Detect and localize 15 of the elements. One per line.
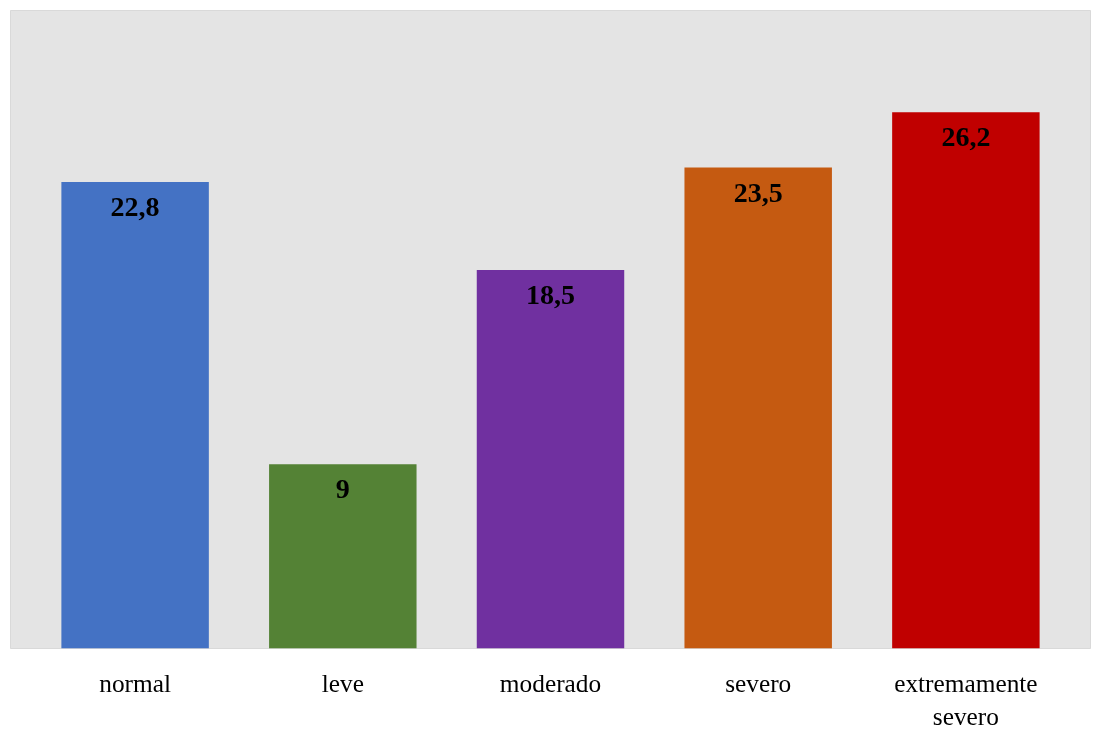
data-label: 26,2 bbox=[941, 121, 991, 153]
x-tick-label: extremamente severo bbox=[894, 668, 1038, 731]
bar bbox=[476, 269, 625, 649]
data-label: 9 bbox=[335, 473, 350, 505]
x-tick-label: severo bbox=[725, 668, 792, 697]
x-tick-label: leve bbox=[321, 668, 364, 697]
data-label: 22,8 bbox=[110, 190, 160, 222]
data-label: 23,5 bbox=[733, 176, 783, 208]
data-label: 18,5 bbox=[526, 278, 575, 310]
x-tick-label: normal bbox=[99, 668, 171, 697]
bar bbox=[684, 167, 832, 649]
bar bbox=[269, 464, 417, 649]
x-tick-label: moderado bbox=[499, 668, 602, 697]
bar bbox=[892, 112, 1040, 649]
bar bbox=[61, 181, 209, 649]
